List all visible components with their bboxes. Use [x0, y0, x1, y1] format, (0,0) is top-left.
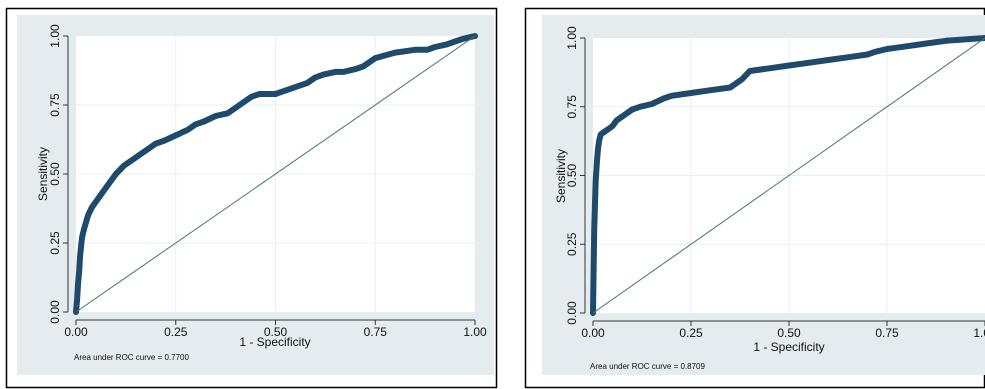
y-tick-label: 1.00: [565, 26, 579, 50]
y-tick-label: 0.25: [565, 232, 579, 256]
x-tick-label: 0.25: [679, 326, 703, 340]
y-tick-label: 0.25: [48, 231, 62, 255]
x-tick-label: 0.00: [581, 326, 605, 340]
reference-line: [75, 35, 476, 313]
y-tick-label: 0.75: [565, 95, 579, 119]
y-tick-label: 0.50: [565, 163, 579, 187]
x-tick-label: 0.50: [777, 326, 801, 340]
y-axis-title: Sensitivity: [554, 149, 568, 203]
roc-curve: [73, 33, 478, 315]
x-tick-label: 1.00: [973, 326, 985, 340]
y-axis-title: Sensitivity: [36, 147, 50, 201]
auc-annotation: Area under ROC curve = 0.8709: [590, 362, 706, 371]
x-tick-label: 0.75: [875, 326, 899, 340]
x-tick-label: 1.00: [463, 325, 487, 339]
roc-chart-2: 0.00 0.25 0.50 0.75 1.00 0.00 0.25 0.50 0.75 1.00…: [524, 7, 985, 389]
x-tick-label: 0.25: [164, 325, 188, 339]
auc-annotation: Area under ROC curve = 0.7700: [74, 353, 190, 362]
y-tick-label: 1.00: [48, 24, 62, 48]
x-tick-label: 0.00: [64, 325, 88, 339]
y-tick-label: 0.00: [565, 301, 579, 325]
x-axis-title: 1 - Specificity: [239, 335, 310, 349]
reference-line: [592, 37, 985, 314]
x-axis-title: 1 - Specificity: [753, 340, 824, 354]
x-tick-label: 0.75: [364, 325, 388, 339]
y-tick-label: 0.00: [48, 300, 62, 324]
y-tick-label: 0.75: [48, 93, 62, 117]
x-tick-label: 0.50: [264, 325, 288, 339]
roc-curve: [590, 35, 985, 316]
roc-chart-1: 0.00 0.25 0.50 0.75 1.00 0.00 0.25 0.50 0.75 1.00…: [5, 7, 498, 389]
y-tick-label: 0.50: [48, 162, 62, 186]
